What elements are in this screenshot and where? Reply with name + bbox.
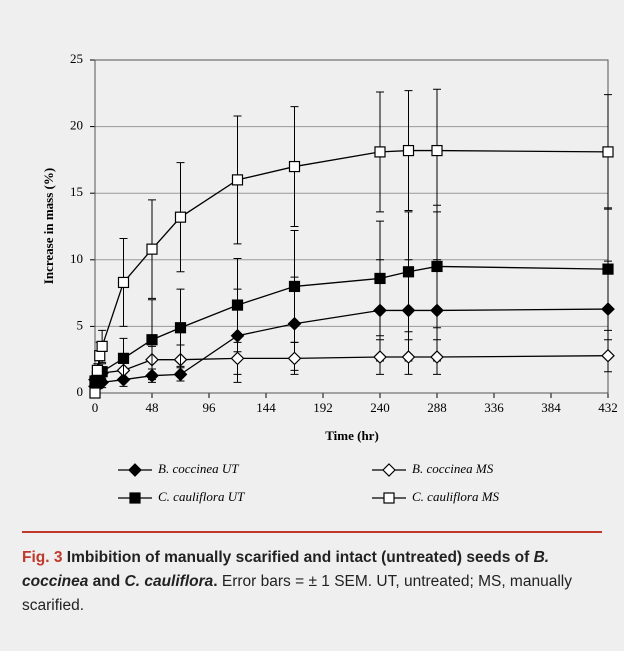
y-tick-label: 0: [77, 384, 84, 399]
y-tick-label: 15: [70, 184, 83, 199]
marker: [231, 299, 244, 311]
legend-label: C. cauliflora MS: [412, 489, 500, 504]
caption-title: .: [213, 573, 218, 590]
y-tick-label: 20: [70, 118, 83, 133]
x-tick-label: 336: [484, 400, 504, 415]
marker: [402, 266, 415, 278]
marker: [430, 350, 444, 364]
series-line: [94, 265, 609, 382]
series-line: [94, 308, 609, 387]
x-tick-label: 48: [146, 400, 159, 415]
marker: [601, 348, 615, 363]
caption-title: and: [92, 573, 121, 590]
figure-label: Fig. 3: [22, 549, 63, 566]
marker: [288, 280, 301, 293]
caption-title: Imbibition of manually scarified and int…: [66, 549, 530, 566]
chart: Time (hr) Increase in mass (%) 0 5 10 15 20 2…: [41, 51, 618, 504]
legend-marker: [129, 492, 141, 504]
species: C. cauliflora: [124, 573, 214, 590]
caption-text: Error bars = ± 1 SEM. UT, untreated; MS,…: [22, 573, 572, 614]
marker: [401, 350, 416, 364]
y-axis-title: Increase in mass (%): [41, 168, 56, 284]
series-line: [94, 355, 609, 381]
x-tick-label: 240: [370, 400, 390, 415]
marker: [374, 272, 386, 285]
marker: [431, 260, 443, 273]
x-tick-label: 288: [427, 400, 447, 415]
marker: [96, 340, 108, 352]
x-tick-label: 432: [598, 400, 618, 415]
marker: [116, 372, 131, 387]
legend-label: C. cauliflora UT: [158, 489, 245, 504]
y-tick-label: 25: [70, 51, 83, 66]
marker: [117, 276, 130, 289]
y-tick-label: 5: [77, 317, 84, 332]
marker: [91, 364, 103, 376]
marker: [431, 144, 443, 157]
marker: [230, 351, 245, 366]
x-tick-label: 384: [541, 400, 561, 415]
marker: [174, 322, 187, 334]
legend-label: B. coccinea MS: [412, 461, 494, 476]
marker: [288, 160, 301, 173]
marker: [374, 146, 386, 158]
marker: [602, 263, 614, 275]
y-tick-label: 10: [70, 251, 83, 266]
legend-marker: [382, 463, 396, 477]
caption: Fig. 3 Imbibition of manually scarified …: [22, 546, 607, 618]
marker: [174, 211, 187, 223]
legend-marker: [383, 492, 395, 504]
legend-label: B. coccinea UT: [158, 461, 239, 476]
marker: [287, 351, 302, 366]
marker: [402, 144, 415, 157]
legend-marker: [128, 463, 142, 477]
x-tick-label: 144: [256, 400, 276, 415]
x-axis-title: Time (hr): [325, 428, 379, 443]
marker: [373, 350, 387, 364]
marker: [94, 350, 106, 362]
x-tick-label: 96: [203, 400, 217, 415]
marker: [231, 174, 244, 186]
x-tick-label: 0: [92, 400, 99, 415]
marker: [89, 387, 101, 399]
marker: [146, 334, 158, 346]
species: B. coccinea: [22, 549, 550, 590]
caption-rule: [22, 531, 602, 533]
marker: [602, 146, 614, 158]
marker: [117, 352, 130, 364]
x-tick-label: 192: [313, 400, 333, 415]
marker: [146, 243, 158, 255]
